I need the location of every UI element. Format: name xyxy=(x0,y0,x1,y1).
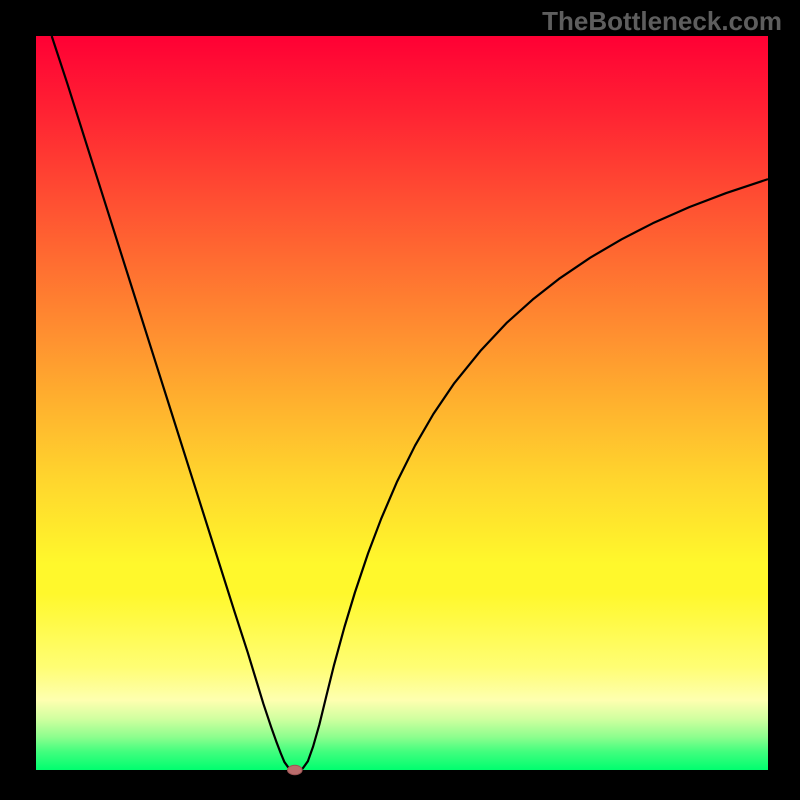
watermark-text: TheBottleneck.com xyxy=(542,6,782,37)
optimal-point-marker xyxy=(287,765,302,775)
bottleneck-chart xyxy=(0,0,800,800)
plot-background xyxy=(36,36,768,770)
chart-root: { "watermark": { "text": "TheBottleneck.… xyxy=(0,0,800,800)
